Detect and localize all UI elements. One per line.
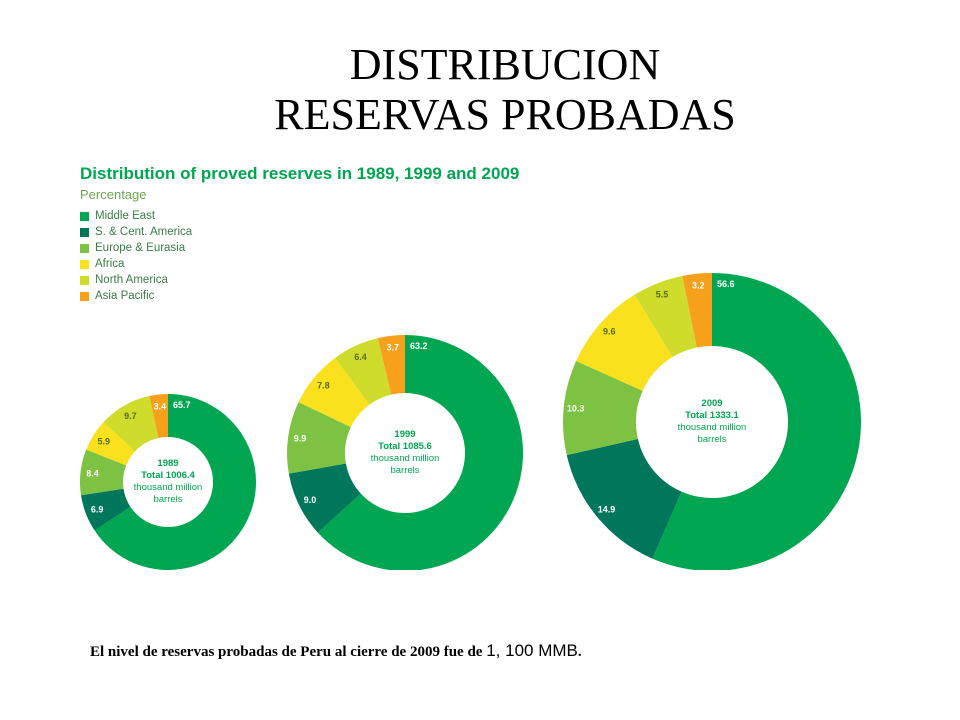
- slice-label-1989-5: 3.4: [154, 401, 167, 411]
- donut-slice-1999-europe-eurasia: [286, 402, 351, 474]
- slice-label-1999-5: 3.7: [386, 343, 399, 353]
- donut-slice-2009-africa: [576, 294, 673, 391]
- slice-label-2009-2: 10.3: [567, 403, 585, 413]
- chart-legend: Middle East S. & Cent. America Europe & Eu…: [80, 208, 192, 304]
- chart-subtitle: Percentage: [80, 187, 147, 202]
- donut-slice-1999-north-america: [335, 338, 392, 405]
- donut-slice-1989-asia-pacific: [149, 394, 168, 439]
- legend-swatch: [80, 275, 89, 285]
- footnote-end: .: [577, 644, 582, 660]
- slice-label-2009-3: 9.6: [603, 326, 616, 336]
- legend-item: S. & Cent. America: [80, 224, 192, 240]
- legend-item: Europe & Eurasia: [80, 240, 192, 256]
- donut-center-1989-year: 1989: [157, 458, 178, 469]
- slice-label-1989-0: 65.7: [173, 400, 191, 410]
- slice-label-1989-2: 8.4: [86, 468, 99, 478]
- donut-slice-1999-middle-east: [317, 335, 523, 570]
- slice-label-1999-1: 9.0: [304, 495, 317, 505]
- donut-center-1989-center-unit-line1: thousand million: [134, 482, 203, 493]
- slice-label-1999-2: 9.9: [294, 434, 307, 444]
- legend-label: Middle East: [95, 210, 156, 222]
- donut-slice-2009-s-cent-america: [566, 438, 682, 559]
- legend-swatch: [80, 243, 89, 253]
- donut-center-1999-center-total: Total 1085.6: [378, 441, 432, 452]
- slice-label-1989-4: 9.7: [124, 411, 137, 421]
- donut-slice-1989-north-america: [103, 396, 159, 452]
- slice-label-2009-0: 56.6: [717, 279, 735, 289]
- legend-item: North America: [80, 272, 192, 288]
- legend-label: Europe & Eurasia: [95, 242, 186, 254]
- footnote-amount: 1, 100 MMB: [486, 641, 578, 660]
- legend-swatch: [80, 211, 89, 221]
- donut-center-2009-center-unit-line1: thousand million: [678, 422, 747, 433]
- donut-center-1989-center-unit-line2: barrels: [153, 494, 182, 505]
- slice-label-2009-5: 3.2: [692, 281, 705, 291]
- slice-label-1999-4: 6.4: [354, 352, 367, 362]
- donut-center-1999-center-unit-line2: barrels: [390, 465, 419, 476]
- donut-center-1989-center-total: Total 1006.4: [141, 470, 195, 481]
- donut-center-2009-center-unit-line2: barrels: [697, 434, 726, 445]
- slide-title-line-2: RESERVAS PROBADAS: [274, 90, 736, 139]
- slide-title: DISTRIBUCION RESERVAS PROBADAS: [0, 40, 960, 140]
- donut-slice-2009-north-america: [634, 275, 697, 358]
- slice-label-1999-3: 7.8: [317, 380, 330, 390]
- legend-item: Africa: [80, 256, 192, 272]
- legend-label: S. & Cent. America: [95, 226, 193, 238]
- legend-item: Asia Pacific: [80, 288, 192, 304]
- slice-label-2009-4: 5.5: [656, 289, 669, 299]
- donut-center-1999-year: 1999: [394, 429, 415, 440]
- donut-slice-1989-europe-eurasia: [80, 449, 127, 496]
- donut-slice-2009-middle-east: [652, 273, 861, 570]
- donut-slice-1989-africa: [86, 422, 136, 466]
- legend-swatch: [80, 259, 89, 269]
- donut-center-1999-center-unit-line1: thousand million: [371, 453, 440, 464]
- legend-swatch: [80, 291, 89, 301]
- donut-slice-1999-africa: [298, 357, 370, 428]
- slice-label-1989-1: 6.9: [91, 504, 104, 514]
- footnote: El nivel de reservas probadas de Peru al…: [90, 641, 582, 661]
- donut-slice-1989-s-cent-america: [80, 488, 131, 531]
- slice-label-1989-3: 5.9: [97, 436, 110, 446]
- donut-slice-1999-s-cent-america: [288, 463, 361, 533]
- donut-center-2009-center-total: Total 1333.1: [685, 410, 739, 421]
- donut-center-2009-year: 2009: [701, 398, 722, 409]
- donut-slice-1989-middle-east: [94, 394, 256, 570]
- legend-label: Africa: [95, 258, 125, 270]
- donut-slice-1999-asia-pacific: [377, 335, 405, 395]
- legend-swatch: [80, 227, 89, 237]
- donut-slice-2009-asia-pacific: [682, 273, 712, 348]
- legend-label: North America: [95, 274, 168, 286]
- slide-title-line-1: DISTRIBUCION: [349, 40, 661, 89]
- slice-label-1999-0: 63.2: [410, 341, 428, 351]
- legend-label: Asia Pacific: [95, 290, 155, 302]
- legend-item: Middle East: [80, 208, 192, 224]
- footnote-text: El nivel de reservas probadas de Peru al…: [90, 644, 487, 660]
- chart-title: Distribution of proved reserves in 1989,…: [80, 164, 520, 183]
- slice-label-2009-1: 14.9: [598, 504, 616, 514]
- donut-slice-2009-europe-eurasia: [563, 360, 643, 456]
